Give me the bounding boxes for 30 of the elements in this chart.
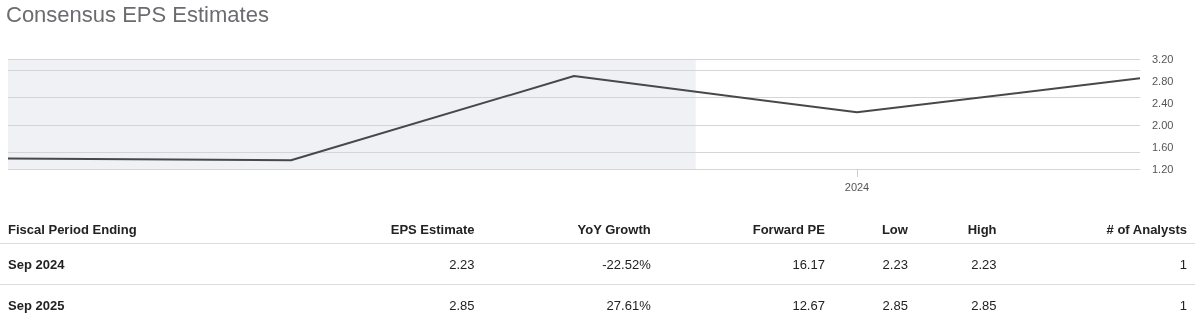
text: 2.23 xyxy=(449,257,475,272)
category-label: Sep 2025 xyxy=(8,298,65,313)
text: 2.23 xyxy=(882,257,908,272)
text: 12.67 xyxy=(792,298,825,313)
y-tick-label: 1.60 xyxy=(1152,141,1174,153)
y-tick-label: 2.00 xyxy=(1152,119,1174,131)
category-label: Fiscal Period Ending xyxy=(0,218,286,244)
text: 16.17 xyxy=(792,257,825,272)
category-label: High xyxy=(915,218,1005,244)
category-label: YoY Growth xyxy=(482,218,659,244)
y-tick-label: 3.20 xyxy=(1152,53,1174,65)
y-tick-label: 1.20 xyxy=(1152,163,1174,175)
category-label: Sep 2024 xyxy=(8,257,65,272)
category-label: Low xyxy=(832,218,916,244)
text: 1 xyxy=(1179,298,1187,313)
text: 27.61% xyxy=(606,298,651,313)
text: 2.23 xyxy=(971,257,997,272)
text: 2.85 xyxy=(449,298,475,313)
category-label: EPS Estimate xyxy=(285,218,483,244)
text: 2.85 xyxy=(971,298,997,313)
text: -22.52% xyxy=(602,257,651,272)
y-tick-label: 2.40 xyxy=(1152,97,1174,109)
text: 2.85 xyxy=(882,298,908,313)
x-tick-label: 2024 xyxy=(844,180,870,193)
text: 1 xyxy=(1179,257,1187,272)
line-series xyxy=(7,75,1141,162)
category-label: Forward PE xyxy=(658,218,833,244)
category-label: # of Analysts xyxy=(1004,218,1195,244)
chart-title: Consensus EPS Estimates xyxy=(6,2,269,28)
y-tick-label: 2.80 xyxy=(1152,75,1174,87)
